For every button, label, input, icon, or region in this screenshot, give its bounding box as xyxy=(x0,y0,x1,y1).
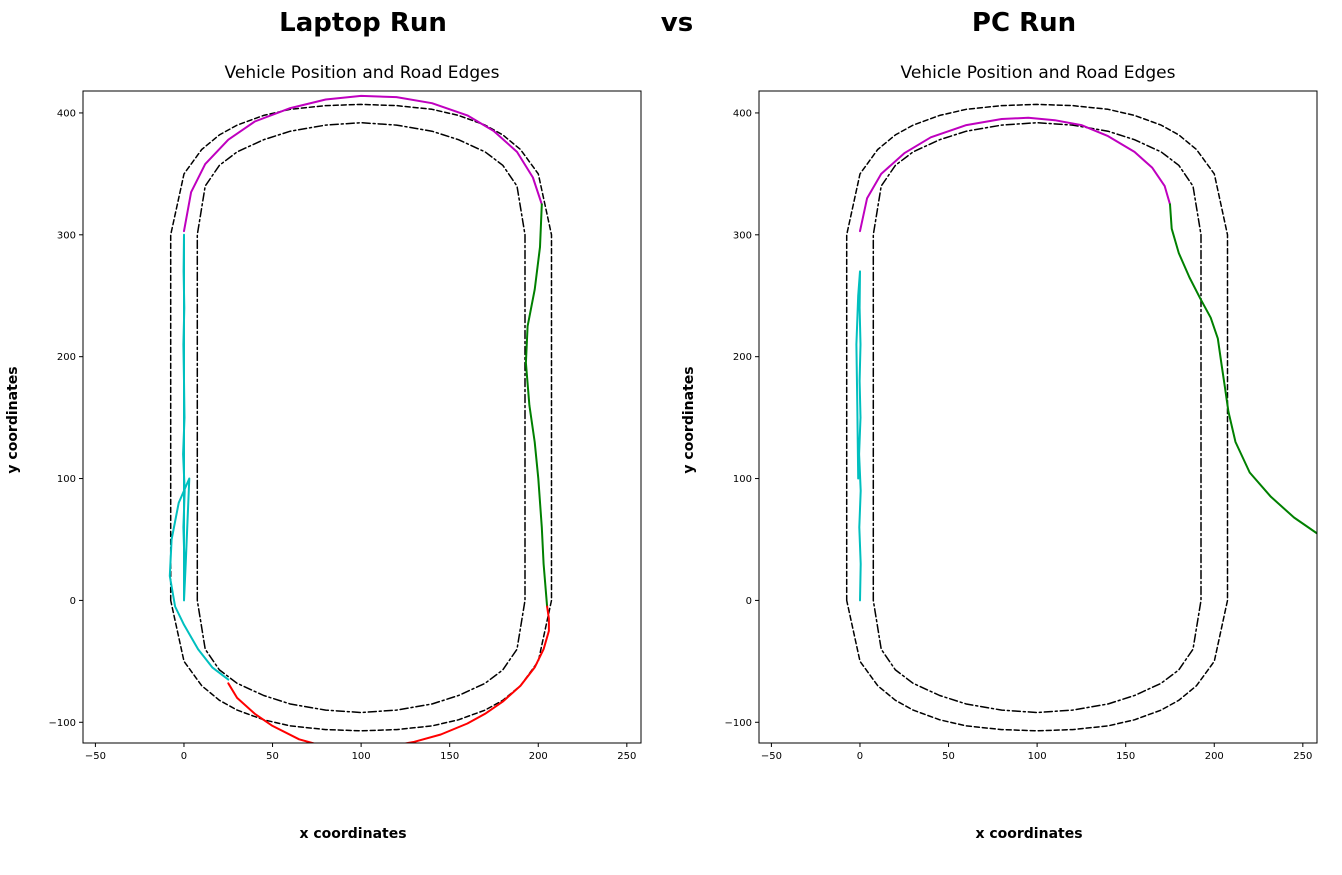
left-chart-title: Vehicle Position and Road Edges xyxy=(224,63,500,83)
x-tick-label: 150 xyxy=(440,751,459,762)
y-tick-label: 0 xyxy=(70,596,76,607)
left-run-heading: Laptop Run xyxy=(279,8,447,38)
series-straight-start xyxy=(168,233,230,681)
x-tick-label: 0 xyxy=(181,751,187,762)
series-curve-top xyxy=(183,94,543,233)
series-outer-edge xyxy=(169,103,553,732)
x-tick-label: −50 xyxy=(85,751,106,762)
right-x-axis-label: x coordinates xyxy=(975,826,1083,842)
x-tick-label: 100 xyxy=(352,751,371,762)
x-tick-label: 200 xyxy=(529,751,548,762)
x-tick-label: 250 xyxy=(617,751,636,762)
series-inner-edge xyxy=(196,121,526,714)
right-chart-title: Vehicle Position and Road Edges xyxy=(900,63,1176,83)
plot-area xyxy=(168,94,553,743)
series-straight-back xyxy=(524,203,549,608)
y-tick-label: 200 xyxy=(57,352,76,363)
y-tick-label: −100 xyxy=(49,718,76,729)
left-x-axis-label: x coordinates xyxy=(299,826,407,842)
y-tick-label: 300 xyxy=(57,230,76,241)
y-tick-label: 100 xyxy=(57,474,76,485)
versus-heading: vs xyxy=(660,8,694,38)
series-curve-bottom xyxy=(227,605,550,743)
y-tick-label: 400 xyxy=(57,108,76,119)
right-run-heading: PC Run xyxy=(971,8,1077,38)
plot-frame xyxy=(82,90,642,744)
x-tick-label: 50 xyxy=(266,751,279,762)
